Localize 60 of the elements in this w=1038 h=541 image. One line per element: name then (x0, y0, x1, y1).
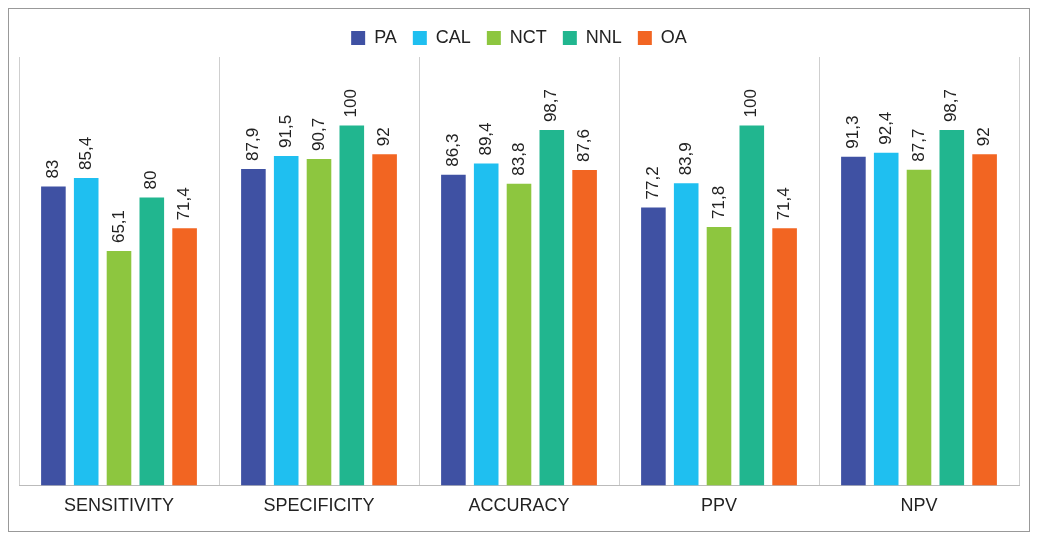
bar (772, 228, 797, 486)
x-tick-label: SENSITIVITY (63, 495, 175, 516)
data-label: 71,8 (708, 185, 728, 219)
bar (372, 154, 397, 486)
x-tick-label: PPV (700, 495, 738, 516)
data-label: 85,4 (75, 136, 95, 170)
bar (706, 226, 732, 486)
legend-label: PA (374, 26, 397, 47)
data-label: 83,9 (675, 142, 695, 176)
bar (939, 130, 965, 486)
bar (972, 154, 997, 486)
data-label: 92,4 (875, 111, 895, 145)
data-label: 90,7 (308, 117, 328, 151)
data-label: 98,7 (941, 88, 961, 123)
data-label: 77,2 (643, 166, 663, 200)
data-label: 87,7 (908, 128, 928, 162)
bar (873, 152, 899, 486)
data-label: 71,4 (774, 187, 794, 221)
data-label: 83 (43, 159, 63, 179)
bar (441, 174, 466, 486)
data-label: 87,6 (574, 128, 594, 163)
data-label: 91,3 (843, 115, 863, 149)
data-label: 87,9 (243, 127, 263, 161)
bar (241, 168, 266, 486)
bar (641, 207, 666, 486)
data-label: 65,1 (108, 209, 128, 244)
bar (273, 156, 299, 486)
legend-label: NCT (509, 26, 547, 47)
data-label: 80 (141, 170, 161, 190)
data-label: 98,7 (541, 88, 561, 123)
bar (172, 228, 197, 486)
bar (473, 163, 499, 486)
bar (106, 251, 132, 486)
data-label: 89,4 (475, 122, 495, 156)
x-tick-label: SPECIFICITY (263, 495, 375, 516)
bar (841, 156, 866, 486)
data-label: 92 (374, 127, 394, 147)
data-label: 83,8 (508, 142, 528, 176)
bar (306, 158, 332, 486)
legend-label: OA (660, 26, 687, 47)
bar (139, 197, 165, 486)
data-label: 92 (974, 127, 994, 147)
bar (673, 183, 699, 486)
x-tick-label: ACCURACY (468, 495, 570, 516)
bar (73, 177, 99, 486)
data-label: 100 (741, 89, 761, 118)
data-label: 91,5 (275, 114, 295, 148)
bar (41, 186, 66, 486)
bar (506, 183, 532, 486)
x-tick-label: NPV (900, 495, 938, 516)
bar (539, 130, 565, 486)
bar (906, 169, 932, 486)
legend-label: NNL (585, 26, 622, 47)
data-label: 86,3 (443, 133, 463, 167)
data-label: 100 (341, 89, 361, 118)
bar (572, 170, 597, 486)
legend-label: CAL (435, 26, 471, 47)
data-label: 71,4 (174, 187, 194, 221)
bar (739, 125, 765, 486)
bar (339, 125, 365, 486)
